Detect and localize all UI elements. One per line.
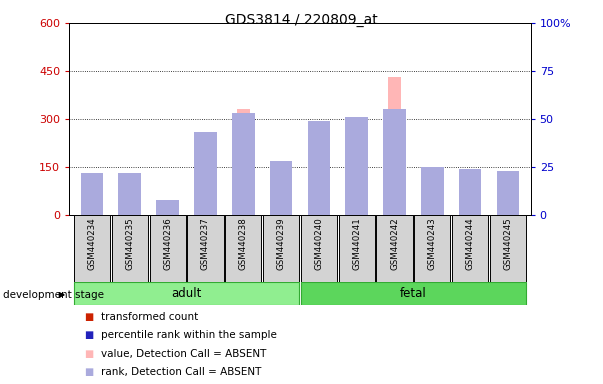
Bar (459, 169, 481, 215)
Bar (237, 109, 250, 215)
Bar (388, 78, 401, 215)
Bar (383, 109, 406, 215)
Text: GSM440235: GSM440235 (125, 217, 134, 270)
Bar (81, 173, 103, 215)
Bar (270, 161, 292, 215)
Text: ■: ■ (84, 367, 93, 377)
Text: fetal: fetal (400, 287, 427, 300)
Bar (414, 215, 450, 282)
Bar (338, 215, 375, 282)
Text: development stage: development stage (3, 290, 104, 300)
Bar (452, 215, 488, 282)
Bar (308, 121, 330, 215)
Text: GSM440240: GSM440240 (314, 217, 323, 270)
Text: GSM440239: GSM440239 (277, 217, 286, 270)
Bar (74, 215, 110, 282)
Bar (188, 215, 224, 282)
Bar (232, 113, 254, 215)
Bar (464, 174, 476, 215)
Text: GSM440243: GSM440243 (428, 217, 437, 270)
Bar (162, 200, 174, 215)
Bar (225, 215, 262, 282)
Text: GSM440241: GSM440241 (352, 217, 361, 270)
Text: value, Detection Call = ABSENT: value, Detection Call = ABSENT (101, 349, 267, 359)
Text: GSM440244: GSM440244 (466, 217, 475, 270)
Text: rank, Detection Call = ABSENT: rank, Detection Call = ABSENT (101, 367, 262, 377)
Bar (502, 176, 514, 215)
Bar (346, 117, 368, 215)
Bar (490, 215, 526, 282)
Bar (376, 215, 412, 282)
Bar (112, 215, 148, 282)
Bar (199, 162, 212, 215)
Bar (426, 174, 438, 215)
Bar (421, 167, 444, 215)
Text: GSM440236: GSM440236 (163, 217, 172, 270)
Text: transformed count: transformed count (101, 312, 198, 322)
Bar (275, 166, 287, 215)
Bar (263, 215, 299, 282)
Text: GSM440245: GSM440245 (504, 217, 513, 270)
Text: ■: ■ (84, 349, 93, 359)
Bar (350, 121, 363, 215)
Text: ■: ■ (84, 312, 93, 322)
Text: adult: adult (171, 287, 202, 300)
Text: percentile rank within the sample: percentile rank within the sample (101, 330, 277, 340)
Text: GSM440242: GSM440242 (390, 217, 399, 270)
Bar (156, 200, 179, 215)
Bar (86, 180, 98, 215)
Bar (497, 171, 519, 215)
Text: GSM440234: GSM440234 (87, 217, 96, 270)
Text: GDS3814 / 220809_at: GDS3814 / 220809_at (225, 13, 378, 27)
Bar (301, 215, 337, 282)
Bar (119, 173, 141, 215)
Bar (150, 215, 186, 282)
Bar (301, 282, 526, 305)
Text: ■: ■ (84, 330, 93, 340)
Bar (313, 122, 325, 215)
Text: GSM440237: GSM440237 (201, 217, 210, 270)
Bar (74, 282, 299, 305)
Bar (124, 177, 136, 215)
Bar (194, 132, 217, 215)
Text: GSM440238: GSM440238 (239, 217, 248, 270)
